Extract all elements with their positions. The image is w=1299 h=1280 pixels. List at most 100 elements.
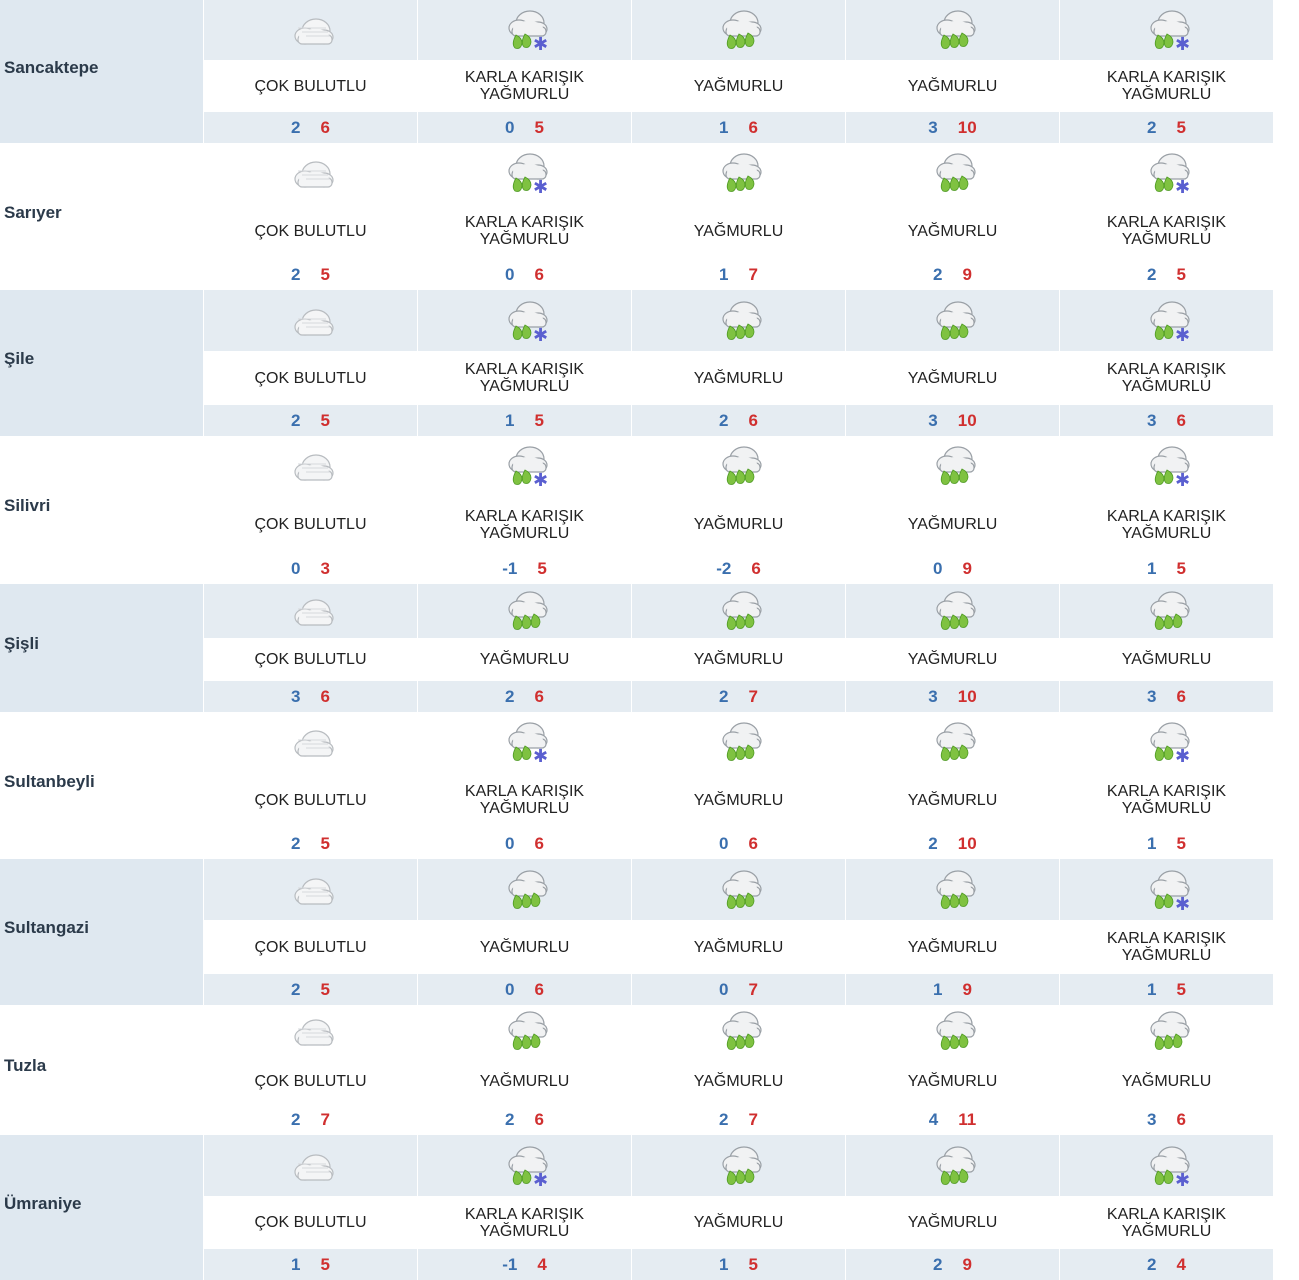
forecast-day-cell: ÇOK BULUTLU 2 5 — [204, 290, 417, 436]
min-temperature: 1 — [291, 1255, 301, 1274]
svg-text:✱: ✱ — [533, 34, 548, 53]
max-temperature: 10 — [957, 118, 977, 137]
condition-text: YAĞMURLU — [418, 651, 631, 668]
rain-cloud-icon — [1142, 588, 1192, 634]
min-temperature: 2 — [928, 834, 938, 853]
condition-line: KARLA KARIŞIK — [464, 361, 585, 378]
condition-text: YAĞMURLU — [632, 223, 845, 240]
district-name: Şile — [4, 349, 35, 368]
overcast-cloud-icon — [286, 867, 336, 913]
svg-text:✱: ✱ — [1175, 470, 1190, 489]
condition-line: YAĞMURLU — [693, 651, 784, 668]
max-temperature: 7 — [748, 1110, 758, 1129]
rain-cloud-icon — [928, 7, 978, 53]
district-name: Sancaktepe — [4, 58, 99, 77]
min-temperature: 1 — [719, 265, 729, 284]
condition-row: YAĞMURLU — [632, 1057, 845, 1105]
forecast-day-cell: ✱ KARLA KARIŞIK YAĞMURLU 1 5 — [1060, 436, 1273, 584]
weather-icon-row: ✱ — [418, 0, 631, 60]
condition-line: YAĞMURLU — [907, 370, 998, 387]
condition-text: KARLA KARIŞIK YAĞMURLU — [1060, 930, 1273, 964]
max-temperature: 4 — [1176, 1255, 1186, 1274]
condition-text: YAĞMURLU — [632, 939, 845, 956]
condition-line: YAĞMURLU — [907, 651, 998, 668]
condition-row: YAĞMURLU — [846, 638, 1059, 681]
condition-line: YAĞMURLU — [693, 516, 784, 533]
rain-cloud-icon — [500, 867, 550, 913]
max-temperature: 6 — [1176, 1110, 1186, 1129]
condition-row: YAĞMURLU — [846, 60, 1059, 112]
condition-row: ÇOK BULUTLU — [204, 638, 417, 681]
weather-icon-row: ✱ — [418, 436, 631, 495]
max-temperature: 10 — [957, 411, 977, 430]
min-temperature: 2 — [291, 118, 301, 137]
weather-icon-row — [204, 859, 417, 920]
forecast-day-cell: ✱ KARLA KARIŞIK YAĞMURLU 2 4 — [1060, 1135, 1273, 1280]
forecast-day-cell: YAĞMURLU 1 9 — [846, 859, 1059, 1005]
forecast-day-cell: YAĞMURLU 0 6 — [418, 859, 631, 1005]
condition-row: KARLA KARIŞIK YAĞMURLU — [1060, 920, 1273, 974]
max-temperature: 6 — [1176, 687, 1186, 706]
condition-text: YAĞMURLU — [846, 792, 1059, 809]
overcast-cloud-icon — [286, 719, 336, 765]
rain-cloud-icon — [1142, 1008, 1192, 1054]
svg-text:✱: ✱ — [533, 1170, 548, 1189]
condition-text: KARLA KARIŞIK YAĞMURLU — [1060, 214, 1273, 248]
condition-line: YAĞMURLU — [1121, 800, 1212, 817]
max-temperature: 6 — [320, 687, 330, 706]
district-name: Silivri — [4, 496, 51, 515]
condition-line: YAĞMURLU — [907, 1214, 998, 1231]
condition-text: KARLA KARIŞIK YAĞMURLU — [418, 508, 631, 542]
max-temperature: 5 — [320, 1255, 330, 1274]
condition-row: KARLA KARIŞIK YAĞMURLU — [418, 771, 631, 829]
condition-row: YAĞMURLU — [846, 351, 1059, 405]
condition-row: YAĞMURLU — [632, 495, 845, 554]
forecast-day-cell: ✱ KARLA KARIŞIK YAĞMURLU -1 5 — [418, 436, 631, 584]
condition-row: YAĞMURLU — [418, 1057, 631, 1105]
district-block: Sarıyer ÇOK BULUTLU 2 5 ✱ KARLA KARIŞIK YAĞMUR… — [0, 143, 1275, 290]
overcast-cloud-icon — [286, 7, 336, 53]
condition-line: KARLA KARIŞIK — [1106, 214, 1227, 231]
condition-row: KARLA KARIŞIK YAĞMURLU — [1060, 1196, 1273, 1249]
min-temperature: -1 — [502, 1255, 518, 1274]
condition-line: KARLA KARIŞIK — [464, 783, 585, 800]
max-temperature: 5 — [1176, 980, 1186, 999]
forecast-day-cell: ✱ KARLA KARIŞIK YAĞMURLU 0 6 — [418, 143, 631, 290]
min-temperature: -2 — [716, 559, 732, 578]
max-temperature: 5 — [748, 1255, 758, 1274]
svg-text:✱: ✱ — [533, 746, 548, 765]
sleet-cloud-icon: ✱ — [500, 443, 550, 489]
condition-line: YAĞMURLU — [693, 1073, 784, 1090]
condition-text: YAĞMURLU — [632, 792, 845, 809]
max-temperature: 5 — [1176, 559, 1186, 578]
forecast-day-cell: YAĞMURLU 0 9 — [846, 436, 1059, 584]
weather-icon-row — [632, 859, 845, 920]
max-temperature: 6 — [534, 980, 544, 999]
temperature-pair: 4 11 — [846, 1109, 1059, 1131]
svg-text:✱: ✱ — [1175, 325, 1190, 344]
condition-line: ÇOK BULUTLU — [254, 651, 367, 668]
district-block: Sultangazi ÇOK BULUTLU 2 5 YAĞMURLU 0 6 YAĞMURL… — [0, 859, 1275, 1005]
forecast-day-cell: ✱ KARLA KARIŞIK YAĞMURLU 2 5 — [1060, 143, 1273, 290]
weather-icon-row — [632, 1005, 845, 1057]
min-temperature: 2 — [1147, 265, 1157, 284]
max-temperature: 10 — [957, 834, 977, 853]
forecast-day-cell: ✱ KARLA KARIŞIK YAĞMURLU 1 5 — [1060, 859, 1273, 1005]
condition-line: ÇOK BULUTLU — [254, 516, 367, 533]
max-temperature: 9 — [962, 559, 972, 578]
max-temperature: 6 — [534, 265, 544, 284]
max-temperature: 6 — [748, 118, 758, 137]
weather-icon-row — [846, 859, 1059, 920]
